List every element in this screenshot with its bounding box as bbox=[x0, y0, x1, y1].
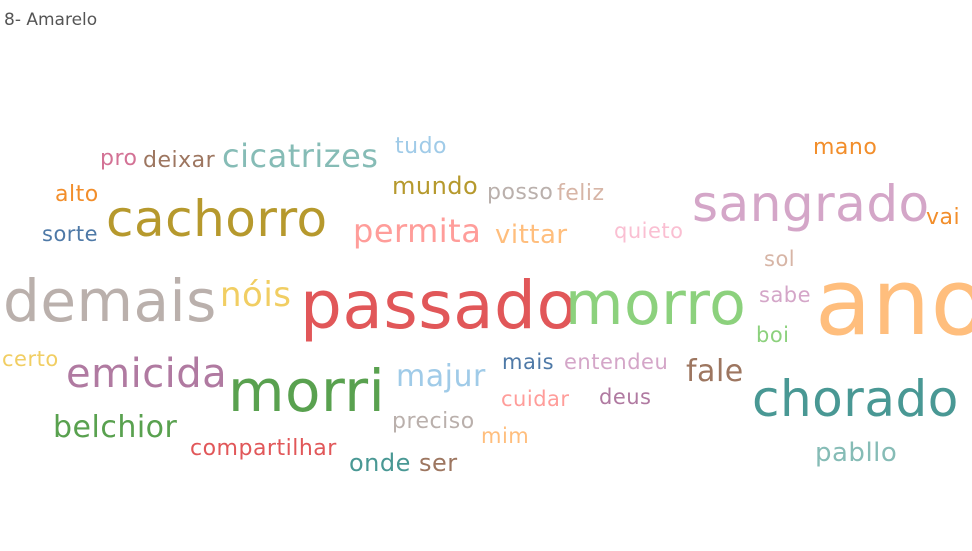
word-cachorro: cachorro bbox=[106, 190, 328, 248]
word-fale: fale bbox=[686, 354, 744, 390]
word-cuidar: cuidar bbox=[501, 386, 570, 411]
word-sol: sol bbox=[764, 246, 796, 271]
word-boi: boi bbox=[756, 322, 790, 347]
word-mais: mais bbox=[502, 349, 555, 374]
word-sangrado: sangrado bbox=[692, 175, 930, 233]
word-mundo: mundo bbox=[392, 172, 479, 201]
word-mim: mim bbox=[481, 423, 530, 448]
word-mano: mano bbox=[813, 134, 878, 160]
word-quieto: quieto bbox=[614, 218, 684, 243]
word-ano: ano bbox=[815, 248, 972, 356]
word-deixar: deixar bbox=[143, 147, 216, 173]
word-certo: certo bbox=[2, 346, 59, 371]
word-pro: pro bbox=[100, 145, 138, 171]
word-onde: onde bbox=[349, 449, 411, 478]
word-entendeu: entendeu bbox=[564, 349, 669, 374]
word-alto: alto bbox=[55, 181, 99, 207]
chart-title: 8- Amarelo bbox=[4, 10, 98, 30]
word-passado: passado bbox=[300, 266, 578, 344]
word-cicatrizes: cicatrizes bbox=[222, 136, 379, 175]
word-emicida: emicida bbox=[66, 351, 228, 398]
word-demais: demais bbox=[3, 267, 217, 336]
word-deus: deus bbox=[599, 384, 652, 409]
word-chorado: chorado bbox=[752, 370, 959, 428]
word-pabllo: pabllo bbox=[815, 437, 898, 468]
word-sabe: sabe bbox=[759, 282, 812, 307]
word-vittar: vittar bbox=[495, 219, 568, 250]
word-majur: majur bbox=[396, 359, 486, 395]
word-morri: morri bbox=[228, 357, 386, 426]
word-belchior: belchior bbox=[53, 410, 178, 446]
word-vai: vai bbox=[926, 204, 961, 230]
word-tudo: tudo bbox=[395, 133, 447, 159]
word-nóis: nóis bbox=[220, 275, 292, 316]
word-compartilhar: compartilhar bbox=[190, 435, 337, 461]
word-sorte: sorte bbox=[42, 221, 99, 246]
word-permita: permita bbox=[353, 211, 482, 250]
word-preciso: preciso bbox=[392, 408, 475, 434]
word-feliz: feliz bbox=[557, 180, 605, 206]
word-ser: ser bbox=[419, 449, 458, 478]
word-posso: posso bbox=[487, 179, 554, 205]
word-morro: morro bbox=[565, 268, 747, 339]
